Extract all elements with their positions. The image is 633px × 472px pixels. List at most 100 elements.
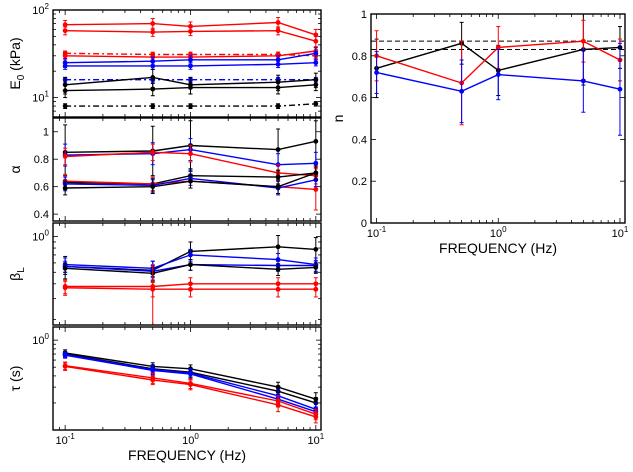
data-point — [188, 262, 193, 268]
data-point — [62, 285, 68, 291]
data-point — [495, 72, 501, 78]
panel-alpha: 0.4 0.6 0.8 1 α — [7, 117, 322, 222]
data-point — [495, 45, 501, 50]
data-point — [580, 38, 586, 44]
x-tick-label: 101 — [307, 432, 324, 447]
series-group — [62, 235, 319, 325]
data-point — [62, 88, 68, 94]
data-point — [150, 21, 156, 26]
data-point — [188, 371, 193, 377]
y-tick-label: 0.6 — [352, 93, 367, 105]
data-point — [150, 368, 156, 373]
data-point — [188, 85, 193, 90]
data-point — [188, 286, 193, 292]
series-group — [62, 17, 319, 110]
x-axis-label: FREQUENCY (Hz) — [439, 240, 557, 256]
data-point — [374, 70, 379, 75]
x-tick-label: 10-1 — [367, 225, 387, 240]
data-point — [150, 86, 156, 92]
data-point — [150, 63, 156, 69]
y-tick-label: 1 — [43, 127, 49, 139]
data-point — [150, 103, 156, 109]
data-point — [188, 151, 193, 157]
y-tick-label: 101 — [32, 90, 49, 105]
x-tick-label: 100 — [490, 225, 507, 240]
y-tick-label: 100 — [32, 332, 49, 347]
data-point — [313, 101, 319, 107]
data-point — [62, 185, 68, 191]
x-tick-label: 100 — [182, 432, 199, 447]
data-point — [313, 187, 319, 192]
data-point — [275, 266, 281, 272]
data-point — [62, 28, 68, 34]
data-point — [275, 402, 281, 408]
data-point — [313, 170, 319, 176]
x-axis-label: FREQUENCY (Hz) — [128, 447, 246, 463]
data-point — [188, 57, 193, 63]
data-point — [275, 28, 281, 34]
data-point — [313, 414, 319, 420]
series-line-black-3 — [65, 103, 316, 107]
data-point — [275, 147, 281, 152]
y-axis-label: E0 (kPa) — [7, 37, 27, 89]
series-group — [62, 120, 319, 211]
data-point — [313, 50, 319, 56]
data-point — [188, 382, 193, 388]
y-tick-label: 0.6 — [34, 182, 49, 194]
axes-frame — [52, 326, 322, 431]
data-point — [275, 85, 281, 90]
data-point — [150, 286, 156, 292]
y-tick-label: 102 — [32, 2, 49, 17]
data-point — [188, 103, 193, 109]
data-point — [313, 60, 319, 66]
series-line-red-3 — [65, 52, 316, 57]
data-point — [62, 265, 68, 271]
data-point — [313, 246, 319, 252]
y-tick-label: 0.2 — [352, 176, 367, 188]
y-tick-label: 100 — [32, 229, 49, 244]
data-point — [150, 29, 156, 35]
data-point — [62, 364, 68, 369]
data-point — [62, 22, 68, 28]
data-point — [275, 286, 281, 292]
y-axis-label: βL — [7, 267, 27, 281]
data-point — [150, 149, 156, 155]
data-point — [188, 28, 193, 34]
data-point — [313, 82, 319, 88]
data-point — [150, 184, 156, 190]
data-point — [275, 103, 281, 109]
y-tick-label: 0 — [361, 218, 367, 230]
axes-frame — [52, 9, 322, 118]
data-point — [62, 103, 68, 109]
data-point — [150, 377, 156, 383]
y-tick-label: 0.4 — [34, 209, 49, 221]
data-point — [313, 286, 319, 292]
axes-frame — [52, 117, 322, 222]
series-group — [62, 349, 319, 424]
data-point — [313, 138, 319, 144]
y-tick-label: 0.4 — [352, 134, 367, 146]
data-point — [313, 264, 319, 270]
panel-n: 0 0.2 0.4 0.6 0.8 1 10-1 100 101 n FREQUENCY (Hz) — [330, 9, 629, 256]
panel-tau: 100 10-1 100 101 τ (s) FREQUENCY (Hz) — [7, 326, 325, 463]
data-point — [62, 53, 68, 59]
axes-frame — [370, 13, 626, 224]
data-point — [580, 78, 586, 84]
y-axis-label: τ (s) — [7, 366, 23, 392]
data-point — [150, 74, 156, 80]
y-tick-label: 0.8 — [352, 51, 367, 63]
data-point — [617, 86, 623, 92]
panel-E0: 101 102 E0 (kPa) — [7, 2, 322, 118]
data-point — [62, 63, 68, 69]
data-point — [459, 88, 465, 94]
data-point — [62, 154, 68, 159]
data-point — [275, 174, 281, 180]
y-axis-label: n — [330, 115, 346, 123]
data-point — [313, 38, 319, 44]
x-tick-label: 10-1 — [55, 432, 75, 447]
data-point — [275, 61, 281, 67]
data-point — [62, 352, 68, 358]
y-axis-label: α — [7, 165, 23, 173]
y-tick-label: 0.8 — [34, 154, 49, 166]
